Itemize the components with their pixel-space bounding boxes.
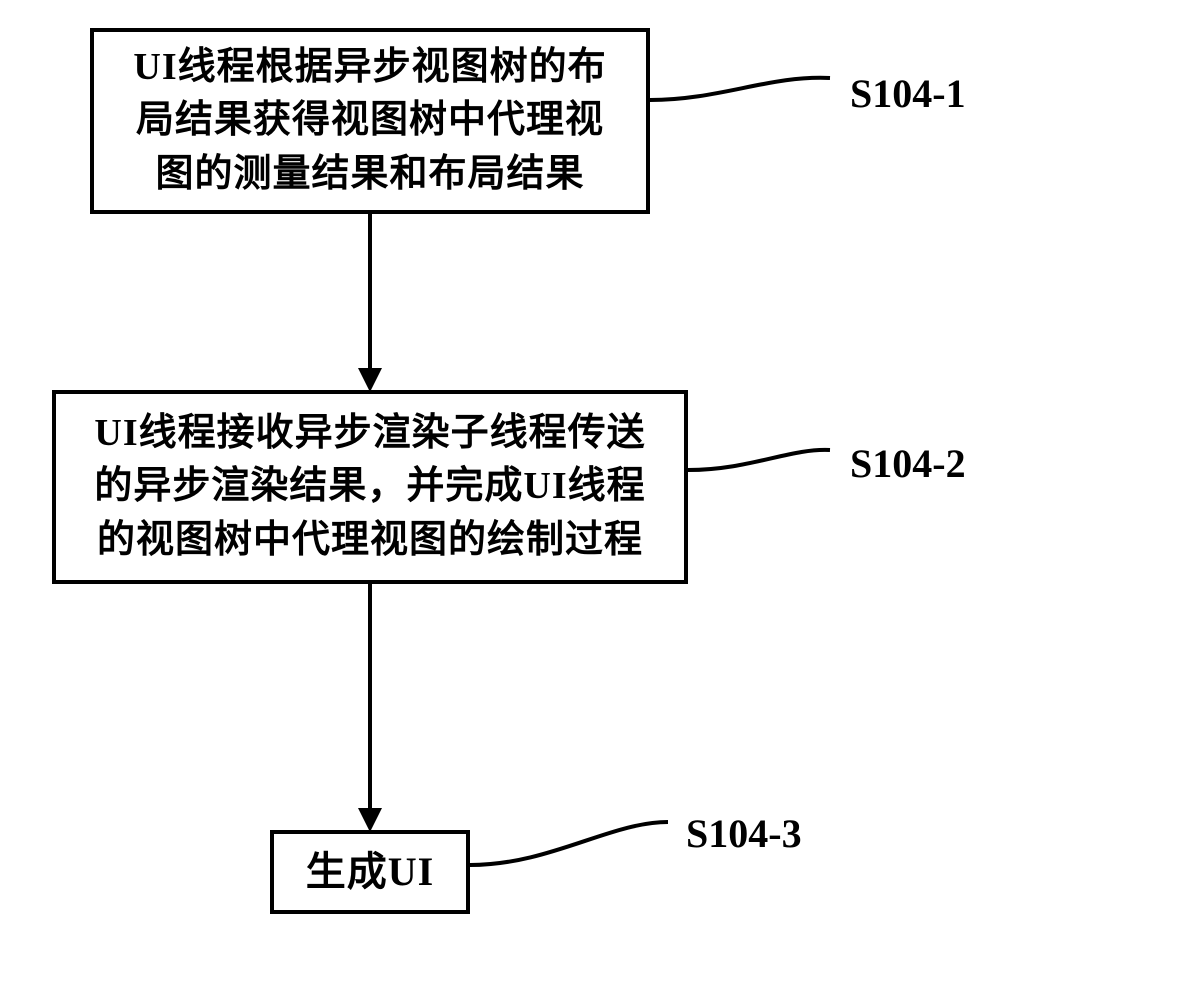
- connector-3: [0, 0, 1198, 986]
